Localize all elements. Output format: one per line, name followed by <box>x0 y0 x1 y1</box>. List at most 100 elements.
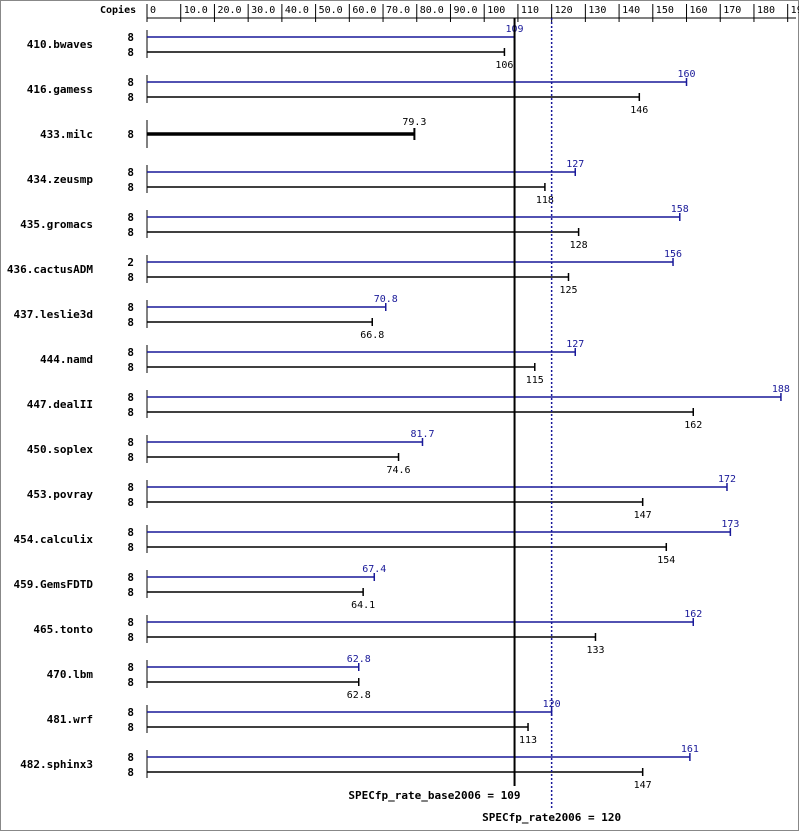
base-value-label: 146 <box>630 105 648 116</box>
base-value-label: 162 <box>684 420 702 431</box>
peak-copies: 8 <box>127 706 134 719</box>
base-copies: 8 <box>127 91 134 104</box>
base-reference-label: SPECfp_rate_base2006 = 109 <box>348 789 520 802</box>
benchmark-row: 434.zeusmp 8 127 8 118 <box>27 159 585 206</box>
benchmark-row: 437.leslie3d 8 70.8 8 66.8 <box>14 294 398 341</box>
benchmark-row: 433.milc 8 79.3 <box>40 117 426 148</box>
base-value-label: 128 <box>570 240 588 251</box>
peak-copies: 8 <box>127 166 134 179</box>
base-copies: 8 <box>127 676 134 689</box>
peak-copies: 8 <box>127 301 134 314</box>
benchmark-name: 447.dealII <box>27 398 93 411</box>
peak-value-label: 127 <box>566 159 584 170</box>
base-copies: 8 <box>127 631 134 644</box>
peak-copies: 8 <box>127 211 134 224</box>
peak-reference-label: SPECfp_rate2006 = 120 <box>482 811 621 824</box>
base-value-label: 66.8 <box>360 330 384 341</box>
base-copies: 8 <box>127 541 134 554</box>
benchmark-name: 416.gamess <box>27 83 93 96</box>
base-copies: 8 <box>127 226 134 239</box>
benchmark-name: 481.wrf <box>47 713 93 726</box>
x-axis-tick-label: 50.0 <box>319 5 343 16</box>
x-axis-tick-label: 150 <box>656 5 674 16</box>
base-copies: 8 <box>127 451 134 464</box>
benchmark-name: 436.cactusADM <box>7 263 93 276</box>
peak-value-label: 160 <box>677 69 695 80</box>
x-axis-tick-label: 0 <box>150 5 156 16</box>
benchmark-name: 470.lbm <box>47 668 94 681</box>
copies-header: Copies <box>100 4 136 16</box>
benchmark-row: 470.lbm 8 62.8 8 62.8 <box>47 654 371 701</box>
base-value-label: 64.1 <box>351 600 375 611</box>
peak-copies: 8 <box>127 751 134 764</box>
peak-value-label: 81.7 <box>410 429 434 440</box>
base-value-label: 147 <box>634 780 652 791</box>
base-value-label: 115 <box>526 375 544 386</box>
benchmark-name: 482.sphinx3 <box>20 758 93 771</box>
base-copies: 8 <box>127 766 134 779</box>
benchmark-row: 465.tonto 8 162 8 133 <box>33 609 702 656</box>
peak-value-label: 161 <box>681 744 699 755</box>
x-axis-tick-label: 130 <box>588 5 606 16</box>
benchmark-row: 454.calculix 8 173 8 154 <box>14 519 740 566</box>
peak-copies: 8 <box>127 436 134 449</box>
benchmark-row: 435.gromacs 8 158 8 128 <box>20 204 689 251</box>
base-copies: 8 <box>127 406 134 419</box>
benchmark-row: 447.dealII 8 188 8 162 <box>27 384 790 431</box>
base-copies: 8 <box>127 586 134 599</box>
base-value-label: 106 <box>495 60 513 71</box>
x-axis-tick-label: 160 <box>690 5 708 16</box>
benchmark-name: 435.gromacs <box>20 218 93 231</box>
x-axis-tick-label: 30.0 <box>251 5 275 16</box>
peak-value-label: 172 <box>718 474 736 485</box>
peak-copies: 8 <box>127 571 134 584</box>
benchmark-name: 444.namd <box>40 353 93 366</box>
base-copies: 8 <box>127 181 134 194</box>
peak-copies: 8 <box>127 31 134 44</box>
base-value-label: 154 <box>657 555 675 566</box>
base-value-label: 147 <box>634 510 652 521</box>
x-axis-ticks: 0 10.0 20.0 30.0 40.0 50.0 60.0 70.0 80.0 90.0 100… <box>146 4 799 22</box>
x-axis-tick-label: 20.0 <box>217 5 241 16</box>
base-value-label: 125 <box>559 285 577 296</box>
benchmark-row: 444.namd 8 127 8 115 <box>40 339 584 386</box>
benchmark-name: 453.povray <box>27 488 94 501</box>
benchmark-row: 410.bwaves81098106 <box>27 24 524 71</box>
peak-value-label: 156 <box>664 249 682 260</box>
x-axis-tick-label: 100 <box>487 5 505 16</box>
x-axis-tick-label: 70.0 <box>386 5 410 16</box>
x-axis-tick-label: 170 <box>723 5 741 16</box>
benchmark-name: 433.milc <box>40 128 93 141</box>
x-axis-tick-label: 10.0 <box>184 5 208 16</box>
benchmark-row: 459.GemsFDTD 8 67.4 8 64.1 <box>14 564 387 611</box>
benchmark-row: 450.soplex 8 81.7 8 74.6 <box>27 429 435 476</box>
benchmark-name: 410.bwaves <box>27 38 93 51</box>
benchmark-row: 481.wrf 8 120 8 113 <box>47 699 561 746</box>
peak-copies: 8 <box>127 526 134 539</box>
peak-copies: 8 <box>127 661 134 674</box>
x-axis-tick-label: 40.0 <box>285 5 309 16</box>
peak-value-label: 127 <box>566 339 584 350</box>
x-axis-tick-label: 110 <box>521 5 539 16</box>
x-axis-tick-label: 180 <box>757 5 775 16</box>
benchmark-name: 454.calculix <box>14 533 94 546</box>
base-value-label: 74.6 <box>387 465 411 476</box>
base-value-label: 62.8 <box>347 690 371 701</box>
x-axis-tick-label: 80.0 <box>420 5 444 16</box>
peak-value-label: 188 <box>772 384 790 395</box>
peak-copies: 8 <box>127 391 134 404</box>
base-value-label: 133 <box>586 645 604 656</box>
benchmark-rows: 410.bwaves81098106416.gamess81608146433.… <box>7 24 790 791</box>
peak-copies: 8 <box>127 346 134 359</box>
reference-lines: SPECfp_rate_base2006 = 109 SPECfp_rate200… <box>348 18 621 824</box>
peak-copies: 8 <box>127 616 134 629</box>
base-value-label: 118 <box>536 195 554 206</box>
base-value-label: 79.3 <box>402 117 426 128</box>
benchmark-row: 416.gamess 8 160 8 146 <box>27 69 696 116</box>
base-copies: 8 <box>127 316 134 329</box>
peak-value-label: 67.4 <box>362 564 386 575</box>
benchmark-name: 434.zeusmp <box>27 173 94 186</box>
peak-value-label: 120 <box>543 699 561 710</box>
